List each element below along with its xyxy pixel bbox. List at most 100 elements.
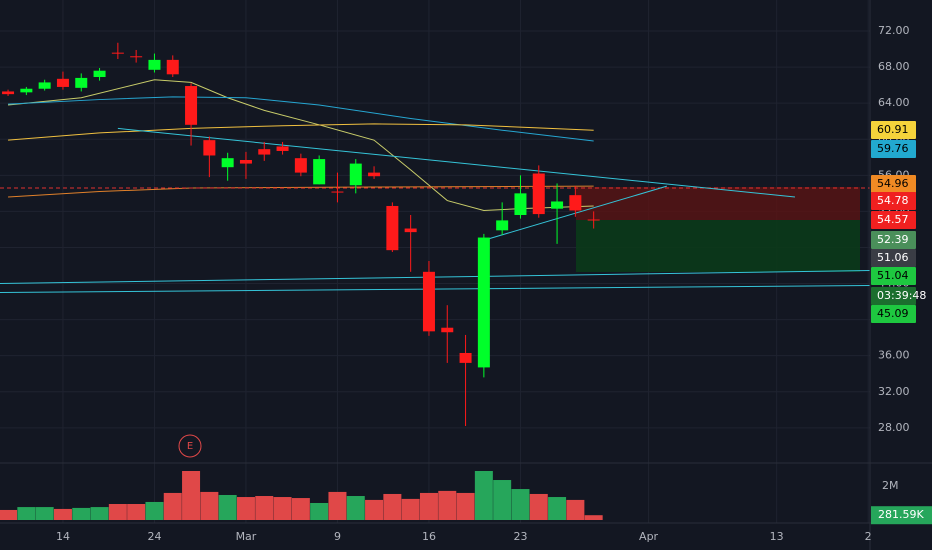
volume-bar	[548, 497, 567, 520]
volume-tag-bg	[871, 506, 932, 525]
price-tag: 54.96	[877, 177, 909, 190]
price-tag: 60.91	[877, 123, 909, 136]
candle-body	[587, 219, 600, 221]
indicator-line	[117, 127, 796, 198]
volume-bar	[108, 504, 127, 520]
price-tag: 54.78	[877, 194, 909, 207]
candle-body	[404, 228, 417, 233]
volume-tag: 281.59K	[878, 508, 924, 521]
indicator-line	[8, 96, 594, 142]
candle-body	[20, 88, 33, 93]
target-zone	[576, 220, 860, 272]
candle-body	[239, 159, 252, 164]
price-tag-bg	[871, 140, 916, 158]
volume-bar	[255, 496, 274, 520]
candle-body	[111, 52, 124, 54]
candle-body	[441, 327, 454, 333]
volume-bar	[163, 492, 182, 520]
volume-bar	[419, 492, 438, 520]
y-tick-label: 68.00	[878, 60, 910, 73]
volume-bar	[383, 493, 402, 520]
indicator-line	[0, 285, 871, 294]
volume-bar	[456, 492, 475, 520]
earnings-circle	[178, 434, 202, 458]
price-tag: 03:39:48	[877, 289, 926, 302]
candle-body	[422, 271, 435, 332]
candle-body	[477, 237, 490, 368]
volume-bar	[493, 480, 512, 520]
candle-body	[532, 173, 545, 215]
price-tag: 52.39	[877, 233, 909, 246]
y-tick-label: 36.00	[878, 349, 910, 362]
candle-body	[166, 59, 179, 75]
candle-body	[331, 191, 344, 193]
candle-body	[38, 82, 51, 89]
volume-bar	[218, 494, 237, 520]
candles	[2, 42, 600, 427]
price-tag-bg	[871, 192, 916, 210]
candle-body	[294, 158, 307, 173]
candle-body	[56, 78, 69, 87]
x-tick-label: 13	[770, 530, 784, 543]
volume-tick-label: 2M	[882, 479, 899, 492]
volume-bar	[584, 515, 603, 520]
price-tag: 51.04	[877, 269, 909, 282]
candle-body	[2, 91, 15, 95]
stop-zone	[576, 187, 860, 220]
x-tick-label: 16	[422, 530, 436, 543]
price-tag-bg	[871, 231, 916, 249]
volume-bar	[511, 489, 530, 520]
candle-body	[496, 220, 509, 231]
y-tick-label: 64.00	[878, 96, 910, 109]
volume-bar	[72, 507, 91, 520]
volume-bar	[310, 502, 329, 520]
volume-bar	[346, 496, 365, 520]
candle-body	[93, 70, 106, 78]
volume-bar	[328, 491, 347, 520]
candle-body	[185, 86, 198, 125]
grid	[0, 0, 870, 523]
candle-body	[349, 163, 362, 186]
price-tag: 51.06	[877, 251, 909, 264]
earnings-marker: E	[187, 441, 193, 452]
volume-pane	[0, 470, 603, 520]
candle-body	[386, 205, 399, 251]
candle-body	[551, 201, 564, 209]
candle-body	[258, 149, 271, 155]
x-tick-label: 23	[513, 530, 527, 543]
price-tag: 59.76	[877, 142, 909, 155]
volume-bar	[529, 493, 548, 520]
x-tick-label: 14	[56, 530, 70, 543]
volume-bar	[401, 498, 420, 520]
volume-bar	[200, 491, 219, 520]
x-tick-label: 24	[147, 530, 161, 543]
candle-body	[203, 140, 216, 156]
volume-bar	[291, 498, 310, 520]
candle-body	[130, 56, 143, 58]
volume-bar	[236, 497, 255, 520]
candle-body	[514, 193, 527, 215]
candle-body	[75, 77, 88, 88]
volume-bar	[566, 499, 585, 520]
candle-body	[459, 352, 472, 363]
volume-bar	[127, 504, 146, 520]
candle-body	[148, 59, 161, 70]
candle-body	[368, 172, 381, 177]
volume-bar	[182, 470, 201, 520]
price-tag: 54.57	[877, 213, 909, 226]
volume-bar	[90, 507, 109, 520]
x-tick-label: 9	[334, 530, 341, 543]
volume-bar	[474, 470, 493, 520]
price-tag-bg	[871, 287, 916, 305]
indicator-line	[0, 270, 871, 285]
volume-bar	[17, 507, 36, 520]
volume-bar	[0, 509, 18, 520]
y-tick-label: 72.00	[878, 24, 910, 37]
axes: 28.0032.0036.0040.0044.0048.0052.0056.00…	[56, 24, 910, 543]
candle-body	[569, 195, 582, 211]
price-tag-bg	[871, 175, 916, 193]
candle-body	[276, 146, 289, 151]
price-tag-bg	[871, 211, 916, 229]
